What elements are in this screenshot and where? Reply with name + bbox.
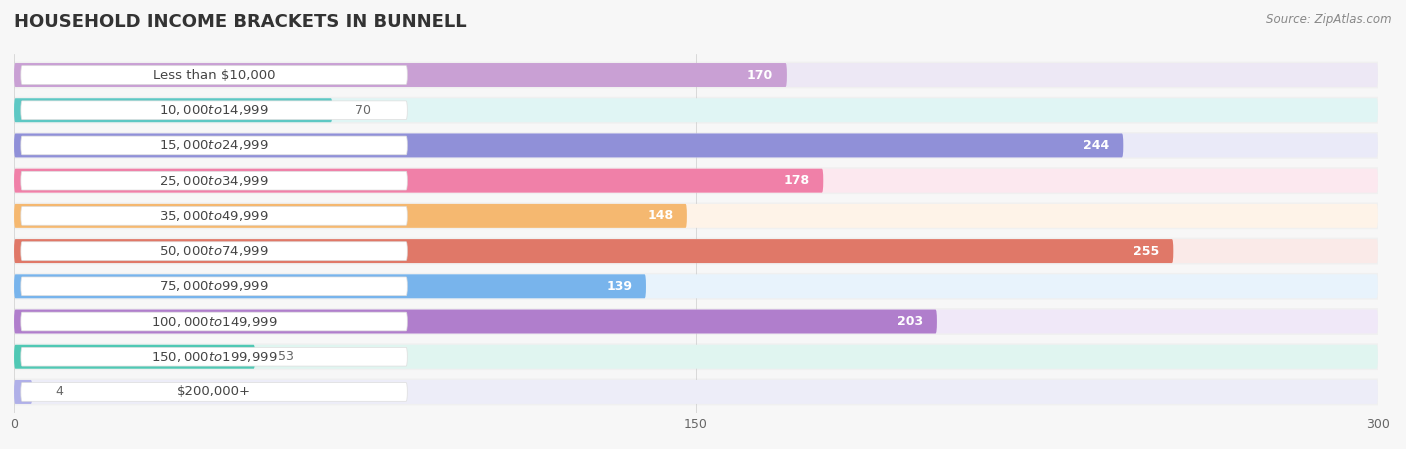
- FancyBboxPatch shape: [14, 169, 1378, 193]
- Text: 178: 178: [783, 174, 810, 187]
- FancyBboxPatch shape: [14, 380, 32, 404]
- FancyBboxPatch shape: [21, 207, 408, 225]
- FancyBboxPatch shape: [14, 345, 254, 369]
- FancyBboxPatch shape: [21, 136, 408, 155]
- FancyBboxPatch shape: [6, 62, 1386, 88]
- FancyBboxPatch shape: [21, 242, 408, 260]
- FancyBboxPatch shape: [6, 238, 1386, 264]
- Text: 70: 70: [354, 104, 371, 117]
- FancyBboxPatch shape: [14, 309, 936, 334]
- Text: Less than $10,000: Less than $10,000: [153, 69, 276, 82]
- Text: $10,000 to $14,999: $10,000 to $14,999: [159, 103, 269, 117]
- FancyBboxPatch shape: [14, 98, 1378, 122]
- FancyBboxPatch shape: [6, 132, 1386, 159]
- Text: 203: 203: [897, 315, 924, 328]
- Text: HOUSEHOLD INCOME BRACKETS IN BUNNELL: HOUSEHOLD INCOME BRACKETS IN BUNNELL: [14, 13, 467, 31]
- FancyBboxPatch shape: [21, 312, 408, 331]
- FancyBboxPatch shape: [21, 383, 408, 401]
- FancyBboxPatch shape: [21, 172, 408, 190]
- FancyBboxPatch shape: [6, 202, 1386, 229]
- Text: $50,000 to $74,999: $50,000 to $74,999: [159, 244, 269, 258]
- FancyBboxPatch shape: [14, 63, 1378, 87]
- FancyBboxPatch shape: [6, 379, 1386, 405]
- FancyBboxPatch shape: [6, 343, 1386, 370]
- Text: 255: 255: [1133, 245, 1160, 258]
- Text: Source: ZipAtlas.com: Source: ZipAtlas.com: [1267, 13, 1392, 26]
- FancyBboxPatch shape: [6, 97, 1386, 123]
- Text: 244: 244: [1084, 139, 1109, 152]
- FancyBboxPatch shape: [21, 101, 408, 119]
- Text: 4: 4: [55, 385, 63, 398]
- FancyBboxPatch shape: [14, 133, 1123, 158]
- FancyBboxPatch shape: [14, 98, 332, 122]
- FancyBboxPatch shape: [14, 63, 787, 87]
- Text: $15,000 to $24,999: $15,000 to $24,999: [159, 138, 269, 153]
- FancyBboxPatch shape: [21, 66, 408, 84]
- FancyBboxPatch shape: [6, 308, 1386, 335]
- FancyBboxPatch shape: [14, 239, 1378, 263]
- Text: $100,000 to $149,999: $100,000 to $149,999: [150, 314, 277, 329]
- FancyBboxPatch shape: [14, 380, 1378, 404]
- FancyBboxPatch shape: [21, 348, 408, 366]
- FancyBboxPatch shape: [6, 167, 1386, 194]
- FancyBboxPatch shape: [6, 273, 1386, 299]
- Text: $35,000 to $49,999: $35,000 to $49,999: [159, 209, 269, 223]
- FancyBboxPatch shape: [14, 239, 1173, 263]
- FancyBboxPatch shape: [14, 204, 688, 228]
- FancyBboxPatch shape: [14, 309, 1378, 334]
- Text: $150,000 to $199,999: $150,000 to $199,999: [150, 350, 277, 364]
- FancyBboxPatch shape: [21, 277, 408, 295]
- Text: 170: 170: [747, 69, 773, 82]
- FancyBboxPatch shape: [14, 169, 824, 193]
- Text: 53: 53: [278, 350, 294, 363]
- Text: $75,000 to $99,999: $75,000 to $99,999: [159, 279, 269, 293]
- FancyBboxPatch shape: [14, 274, 1378, 298]
- Text: 139: 139: [606, 280, 633, 293]
- FancyBboxPatch shape: [14, 204, 1378, 228]
- FancyBboxPatch shape: [14, 133, 1378, 158]
- FancyBboxPatch shape: [14, 274, 645, 298]
- Text: $25,000 to $34,999: $25,000 to $34,999: [159, 174, 269, 188]
- FancyBboxPatch shape: [14, 345, 1378, 369]
- Text: 148: 148: [647, 209, 673, 222]
- Text: $200,000+: $200,000+: [177, 385, 252, 398]
